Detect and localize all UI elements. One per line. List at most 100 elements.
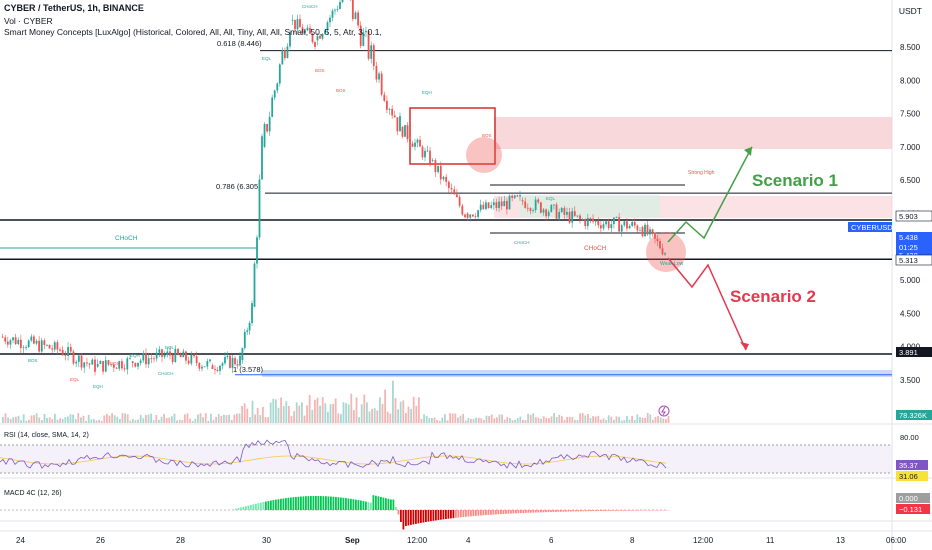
candle-body (88, 363, 91, 365)
macd-bar (590, 510, 592, 512)
candle-body (195, 356, 198, 364)
candle-body (86, 362, 88, 364)
volume-bar (384, 389, 386, 423)
time-axis-label: 28 (176, 536, 185, 545)
volume-bar (319, 405, 321, 423)
candle-body (4, 337, 7, 342)
candle-body (447, 181, 450, 189)
macd-bar (645, 510, 647, 511)
macd-bar (627, 510, 630, 511)
volume-bar (566, 416, 568, 423)
volume-bar (540, 418, 542, 423)
choch-label-left: CHoCH (115, 235, 138, 242)
candle-body (618, 217, 621, 232)
price-tick-label: 5.000 (900, 276, 921, 285)
candle-body (641, 226, 644, 237)
volume-bar (106, 413, 108, 423)
volume-bar (454, 413, 457, 423)
candle-body (177, 348, 179, 355)
macd-bar (605, 510, 607, 511)
volume-bar (574, 419, 576, 423)
candle-body (495, 202, 498, 209)
price-tag-bg (895, 254, 932, 266)
candle-body (236, 364, 239, 366)
volume-bar (605, 420, 607, 423)
volume-bar (262, 406, 264, 423)
macd-bar (272, 500, 275, 510)
volume-bar (332, 403, 334, 423)
scenario-2-label: Scenario 2 (730, 287, 816, 306)
volume-bar (61, 418, 64, 423)
volume-bar (358, 417, 360, 423)
candle-body (471, 214, 474, 217)
macd-bar (515, 510, 517, 514)
highlight-circle-top (466, 137, 502, 173)
volume-bar (483, 420, 485, 423)
candle-body (545, 209, 547, 217)
candle-body (248, 322, 251, 331)
macd-bar (470, 510, 472, 517)
macd-bar (570, 510, 572, 512)
macd-bar (400, 510, 402, 522)
candle-body (38, 340, 41, 352)
macd-bar (592, 510, 595, 512)
candle-body (639, 230, 641, 232)
volume-bar (150, 413, 152, 423)
volume-bar (137, 419, 139, 423)
candle-body (219, 365, 221, 371)
volume-bar (171, 416, 173, 423)
volume-bar (340, 414, 342, 423)
volume-bar (415, 405, 418, 423)
macd-bar (585, 510, 587, 512)
time-axis-label: 11 (766, 536, 775, 545)
volume-bar (514, 419, 516, 423)
candle-body (391, 108, 394, 116)
volume-bar (311, 409, 314, 423)
volume-bar (176, 420, 178, 423)
volume-bar (236, 413, 238, 423)
macd-bar (330, 496, 332, 510)
candle-body (263, 124, 266, 147)
macd-bar (437, 510, 440, 521)
volume-bar (111, 413, 113, 423)
time-axis-label: 12:00 (407, 536, 428, 545)
volume-bar (371, 408, 373, 423)
macd-bar (505, 510, 507, 514)
rsi-band (0, 445, 892, 473)
volume-bar (626, 416, 628, 423)
price-tick-label: 8.500 (900, 43, 921, 52)
candle-body (14, 337, 17, 345)
volume-bar (324, 403, 327, 423)
time-axis-label: 6 (549, 536, 554, 545)
volume-bar (12, 417, 15, 423)
volume-bar (17, 415, 20, 423)
macd-bar (507, 510, 510, 514)
candle-body (431, 159, 434, 161)
candle-body (281, 50, 284, 65)
macd-bar (587, 510, 590, 512)
macd-bar (622, 510, 625, 511)
volume-bar (418, 397, 420, 423)
rsi-tag: 35.37 (899, 461, 918, 470)
candle-body (187, 360, 190, 364)
volume-bar (163, 413, 165, 423)
candle-body (145, 353, 147, 365)
macd-bar (407, 510, 410, 526)
price-tick-label: 7.000 (900, 143, 921, 152)
volume-bar (410, 408, 412, 423)
volume-bar (644, 417, 646, 423)
candle-body (644, 224, 646, 237)
macd-bar (312, 496, 315, 510)
candle-body (289, 32, 291, 47)
candle-body (414, 142, 416, 147)
volume-bar (392, 380, 394, 423)
candle-body (33, 336, 35, 344)
macd-bar (297, 496, 300, 510)
macd-bar (260, 502, 262, 510)
candle-body (479, 204, 482, 211)
candle-body (458, 196, 461, 206)
candle-body (30, 336, 33, 341)
macd-bar (462, 510, 465, 518)
volume-bar (527, 413, 529, 423)
